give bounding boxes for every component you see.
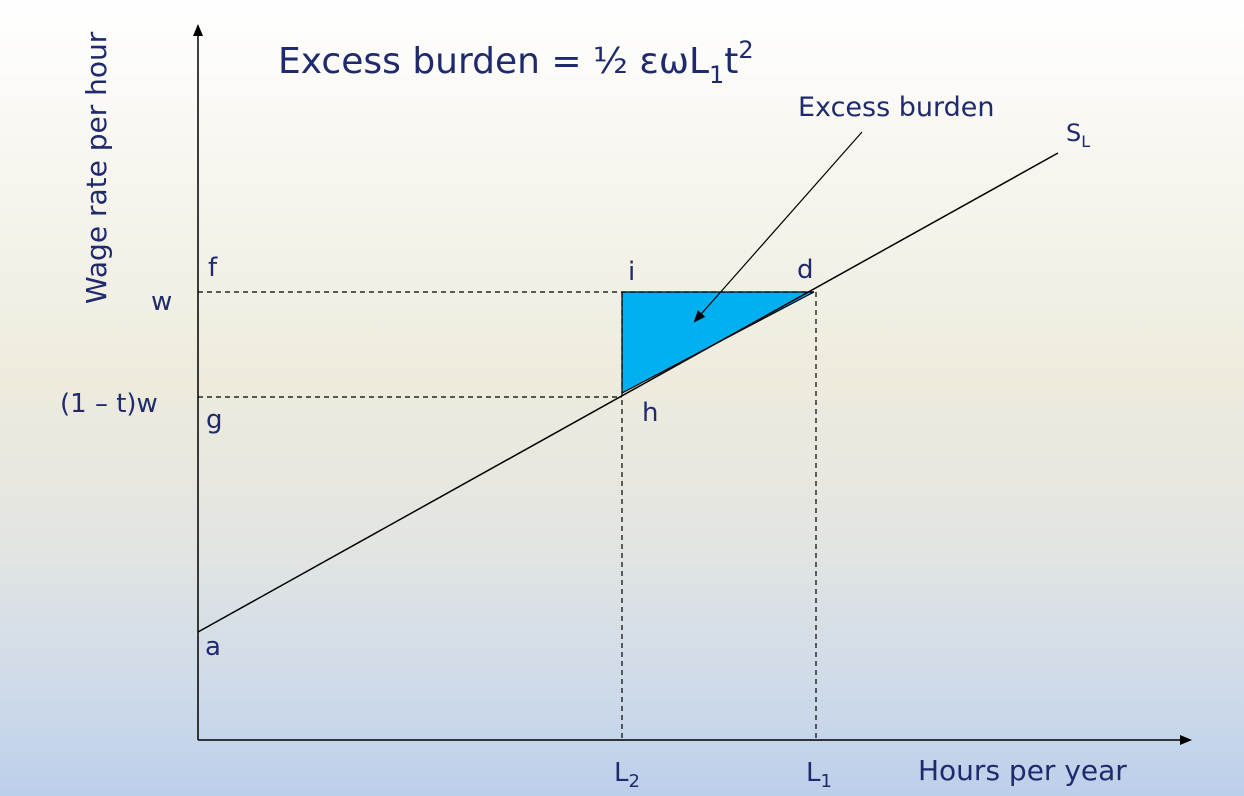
y-tick-net-wage: (1 – t)w [60, 389, 158, 419]
point-label-h: h [642, 398, 658, 428]
formula-title: Excess burden = ½ εωL1t2 [278, 36, 754, 89]
x-axis-label: Hours per year [918, 754, 1127, 787]
point-label-a: a [205, 632, 221, 662]
point-label-i: i [628, 257, 635, 287]
x-tick-l2: L2 [614, 758, 640, 792]
point-label-d: d [797, 255, 814, 285]
x-tick-l1: L1 [806, 758, 832, 792]
point-label-f: f [208, 253, 218, 283]
point-label-g: g [206, 405, 223, 435]
annotation-arrow [693, 131, 863, 323]
y-tick-w: w [151, 287, 172, 317]
supply-curve-label: SL [1066, 119, 1090, 151]
y-axis-label: Wage rate per hour [80, 31, 113, 304]
excess-burden-annotation: Excess burden [798, 92, 994, 123]
supply-curve-line [197, 152, 1059, 633]
